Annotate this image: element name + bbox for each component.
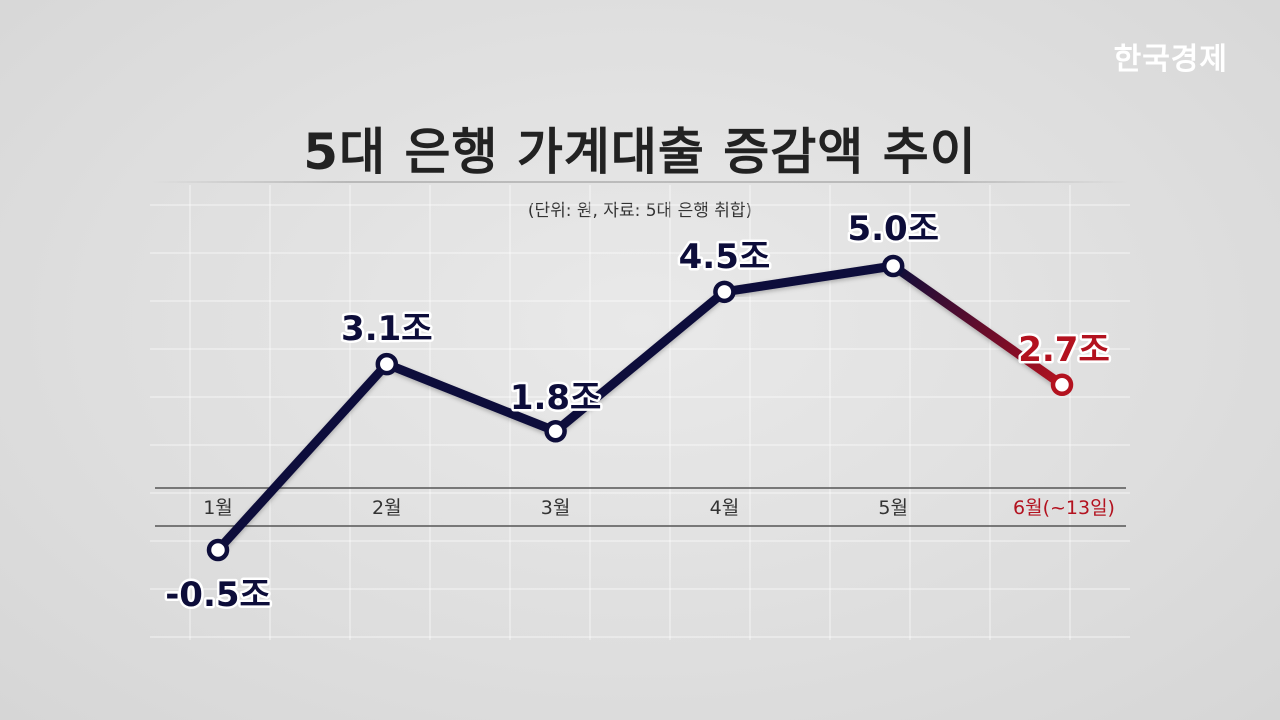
title-divider (150, 181, 1130, 183)
line-segment (382, 359, 561, 436)
grid (150, 185, 1130, 640)
data-label: -0.5조 (165, 575, 271, 615)
x-tick-label: 5월 (878, 497, 908, 519)
data-label: 3.1조 (341, 309, 433, 349)
data-label: 4.5조 (679, 237, 771, 277)
data-points (206, 254, 1074, 562)
line-segment (213, 359, 392, 555)
chart-subtitle: (단위: 원, 자료: 5대 은행 취합) (527, 201, 753, 221)
series-line (213, 261, 1067, 555)
data-point (375, 352, 399, 376)
brand-logo: 한국경제 (1113, 42, 1228, 77)
line-segment (551, 287, 729, 436)
data-label: 1.8조 (510, 378, 602, 418)
chart-title: 5대 은행 가계대출 증감액 추이 (303, 123, 977, 181)
x-tick-label: 4월 (710, 497, 740, 519)
data-labels: -0.5조 3.1조 1.8조 4.5조 5.0조 2.7조 (163, 207, 1113, 618)
data-label: 5.0조 (847, 209, 939, 249)
data-point (713, 280, 736, 304)
data-point (544, 419, 567, 443)
category-axis: 1월 2월 3월 4월 5월 6월(~13일) (155, 487, 1126, 527)
data-label: 2.7조 (1018, 330, 1110, 370)
x-tick-label: 6월(~13일) (1013, 497, 1115, 519)
line-segment (888, 261, 1067, 390)
data-point (206, 538, 230, 562)
x-tick-label: 3월 (541, 497, 571, 519)
data-point (1050, 373, 1074, 397)
data-point (881, 254, 905, 278)
x-tick-label: 2월 (372, 497, 402, 519)
line-segment (719, 261, 898, 297)
x-tick-label: 1월 (203, 497, 233, 519)
